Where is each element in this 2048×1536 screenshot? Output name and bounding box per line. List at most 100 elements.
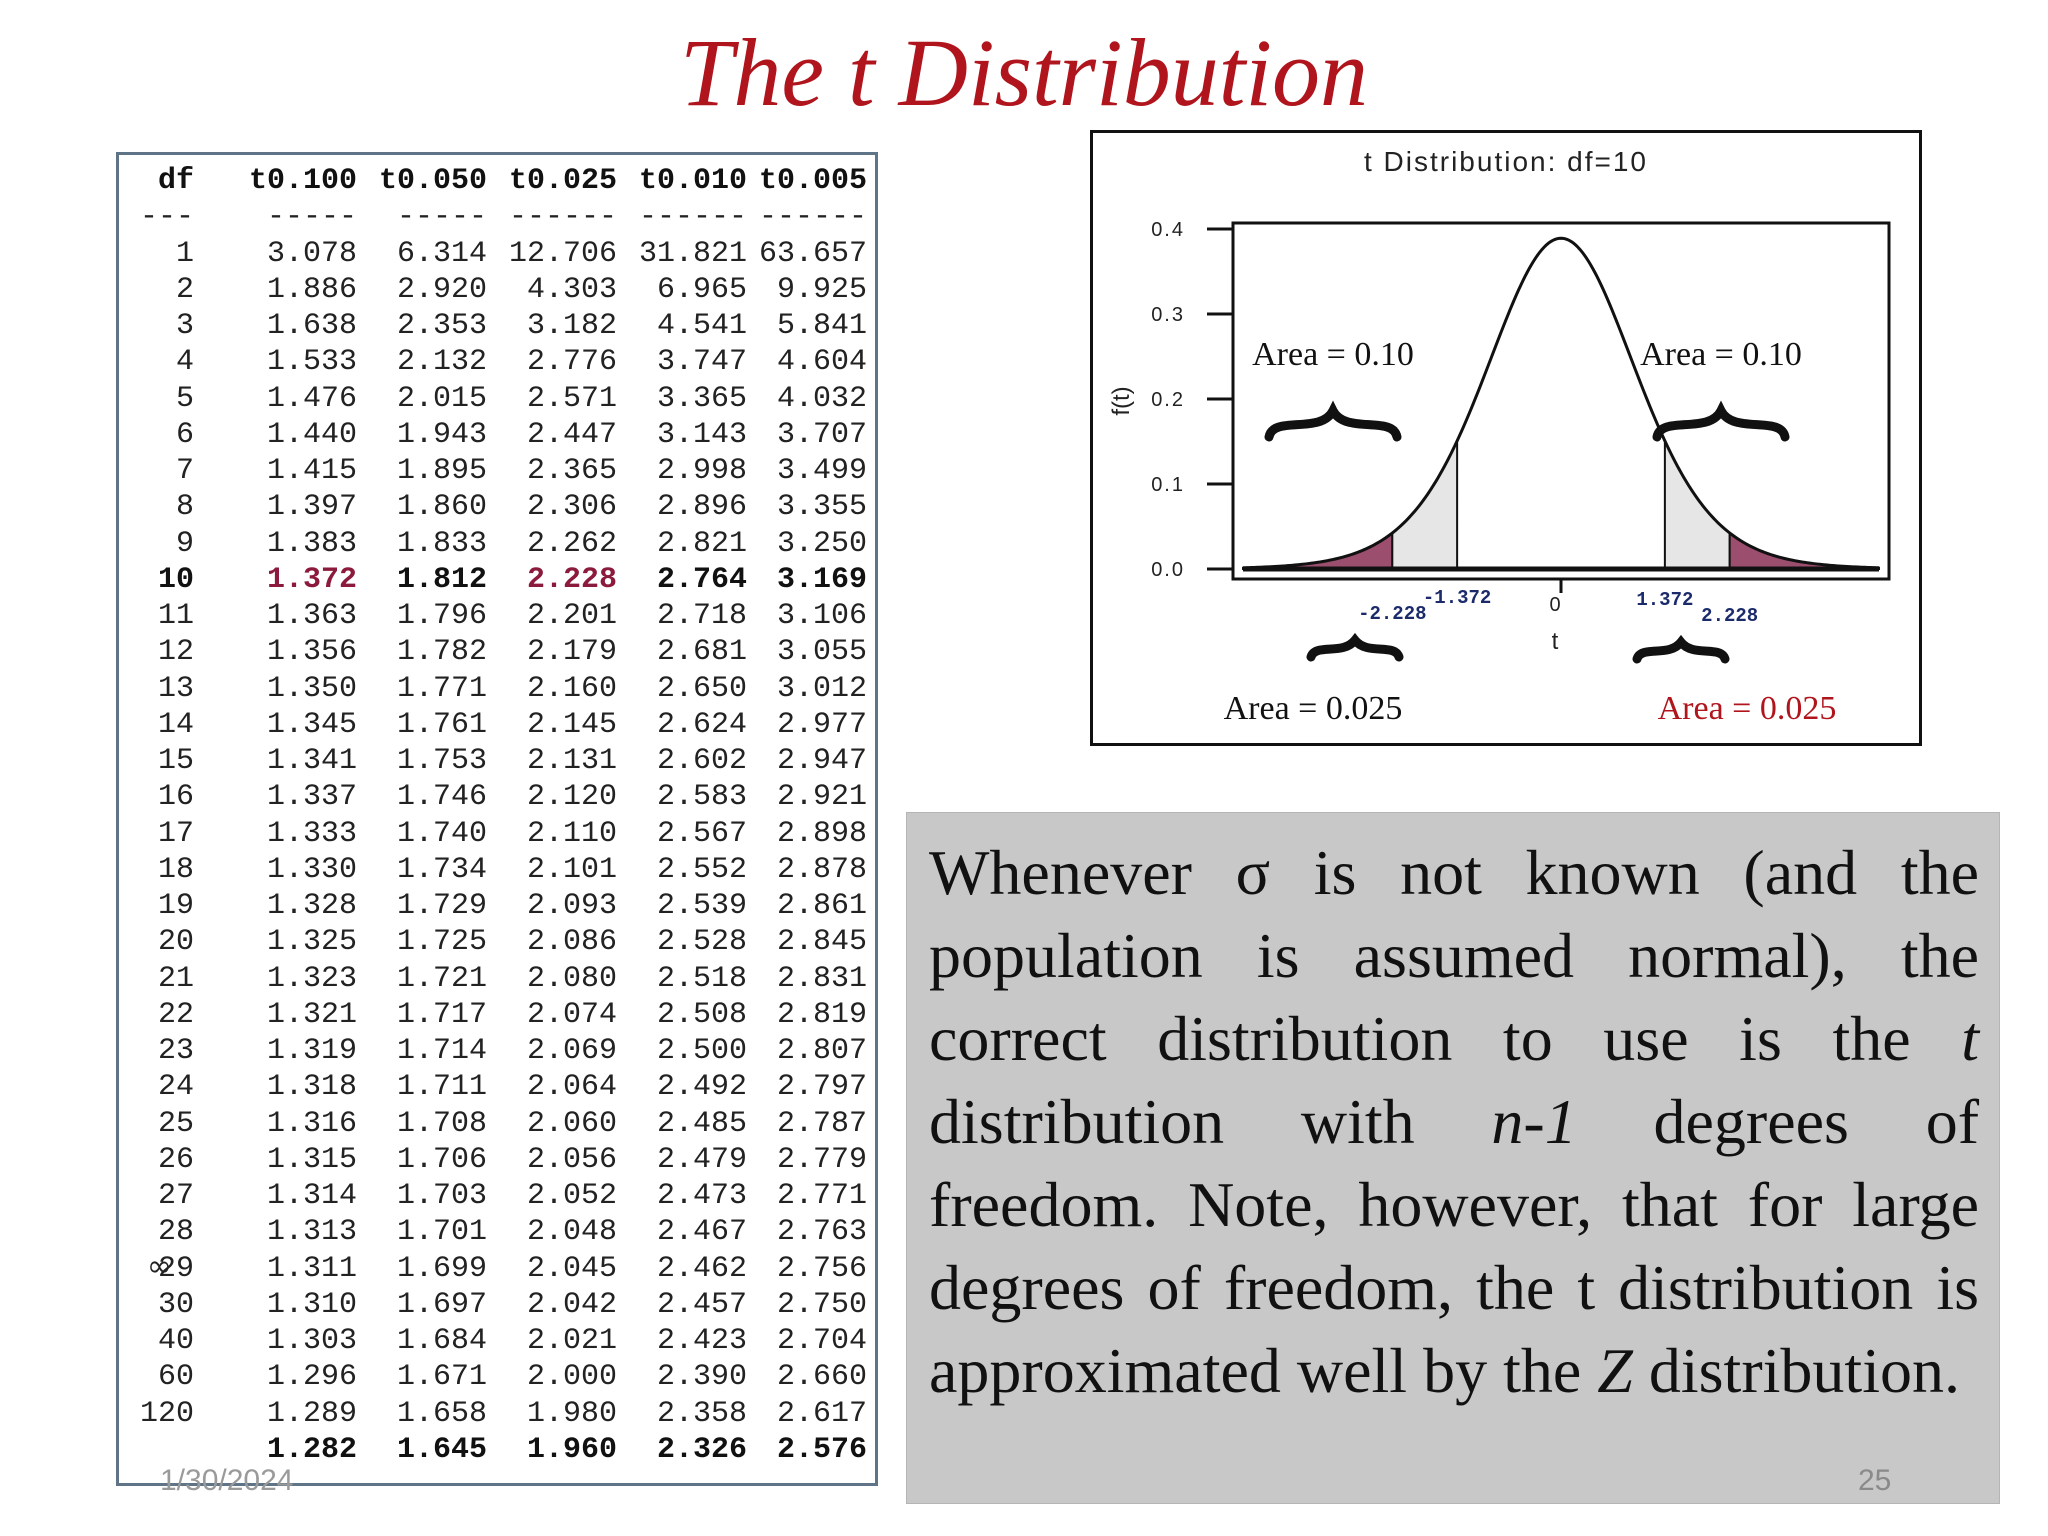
table-cell: 2.756 [776, 1251, 867, 1286]
table-cell: 2.779 [776, 1142, 867, 1177]
table-cell: 1.761 [396, 707, 487, 742]
table-cell: 1.321 [266, 997, 357, 1032]
table-row: 22 1.321 1.717 2.074 2.508 2.819 [119, 997, 875, 1033]
table-header-row: df t0.100 t0.050 t0.025 t0.010 t0.005 [119, 163, 875, 199]
table-cell: 8 [175, 490, 194, 525]
table-row: 2 1.886 2.920 4.303 6.965 9.925 [119, 272, 875, 308]
table-cell: 2.821 [656, 526, 747, 561]
table-cell: 2.462 [656, 1251, 747, 1286]
table-cell: 1.383 [266, 526, 357, 561]
table-cell: 1.753 [396, 744, 487, 778]
table-cell: 25 [157, 1106, 194, 1141]
table-cell: 9 [175, 526, 194, 561]
table-cell: 63.657 [758, 236, 867, 271]
table-cell: 2.132 [396, 345, 487, 380]
table-cell: 1.703 [396, 1179, 487, 1213]
table-cell: 2.896 [656, 490, 747, 525]
table-row: 120 1.289 1.658 1.980 2.358 2.617 [119, 1396, 875, 1432]
table-cell: 3.143 [656, 417, 747, 452]
table-cell: 2 [175, 272, 194, 307]
table-cell: 2.306 [526, 490, 617, 525]
table-cell: 9.925 [776, 272, 867, 307]
table-cell: 16 [157, 780, 194, 815]
table-cell: 2.763 [776, 1215, 867, 1250]
table-row: 11 1.363 1.796 2.201 2.718 3.106 [119, 598, 875, 634]
table-cell: 3.707 [776, 417, 867, 452]
table-cell: 2.518 [656, 961, 747, 996]
table-cell: 2.069 [526, 1034, 617, 1068]
density-curve [1242, 236, 1880, 570]
table-cell: 1.350 [266, 671, 357, 706]
y-tick-label: 0.3 [1151, 304, 1185, 326]
table-row: 5 1.476 2.015 2.571 3.365 4.032 [119, 381, 875, 417]
table-cell: 1.440 [266, 417, 357, 452]
table-cell: 22 [157, 997, 194, 1032]
table-cell: 1.533 [266, 345, 357, 380]
table-cell: 3.055 [776, 635, 867, 670]
table-cell: 31.821 [638, 236, 747, 271]
area-annotation: Area = 0.025 [1224, 690, 1403, 727]
table-row: 13 1.350 1.771 2.160 2.650 3.012 [119, 671, 875, 707]
table-cell: 1.310 [266, 1287, 357, 1322]
infinity-symbol: ∞ [147, 1249, 172, 1284]
brace-icon [1306, 632, 1404, 662]
table-cell: 3.250 [776, 526, 867, 561]
table-row: 60 1.296 1.671 2.000 2.390 2.660 [119, 1359, 875, 1395]
t-table: df t0.100 t0.050 t0.025 t0.010 t0.005 --- -----… [116, 152, 878, 1486]
table-cell: 2.764 [656, 562, 747, 597]
table-cell: 1.476 [266, 381, 357, 416]
table-cell: 18 [157, 852, 194, 887]
table-cell: 3.169 [776, 562, 867, 597]
table-cell: 1.697 [396, 1287, 487, 1322]
footer-date: 1/30/2024 [160, 1464, 294, 1497]
table-row: 6 1.440 1.943 2.447 3.143 3.707 [119, 417, 875, 453]
table-cell: 15 [157, 744, 194, 778]
table-cell: 2.485 [656, 1106, 747, 1141]
table-cell: 1.325 [266, 925, 357, 960]
plot-frame [1231, 221, 1891, 581]
table-cell: 2.845 [776, 925, 867, 960]
table-row: 19 1.328 1.729 2.093 2.539 2.861 [119, 888, 875, 924]
table-cell: 1 [175, 236, 194, 271]
table-cell: 1.289 [266, 1396, 357, 1431]
slide-title: The t Distribution [679, 19, 1369, 126]
table-cell: 1.282 [266, 1432, 357, 1467]
table-cell: 2.052 [526, 1179, 617, 1213]
x-axis-label: t [1552, 628, 1559, 655]
table-cell: 20 [157, 925, 194, 960]
table-row: 25 1.316 1.708 2.060 2.485 2.787 [119, 1106, 875, 1142]
table-cell: 1.337 [266, 780, 357, 815]
table-cell: 2.947 [776, 744, 867, 778]
table-cell: 1.684 [396, 1324, 487, 1358]
table-cell: 1.714 [396, 1034, 487, 1068]
table-cell: 1.311 [266, 1251, 357, 1286]
table-row: 24 1.318 1.711 2.064 2.492 2.797 [119, 1069, 875, 1105]
table-row: 26 1.315 1.706 2.056 2.479 2.779 [119, 1142, 875, 1178]
table-row: 40 1.303 1.684 2.021 2.423 2.704 [119, 1323, 875, 1359]
table-cell: 2.145 [526, 707, 617, 742]
table-cell: 4.032 [776, 381, 867, 416]
table-cell: 1.638 [266, 309, 357, 343]
table-cell: 13 [157, 671, 194, 706]
table-cell: 1.796 [396, 599, 487, 633]
description-t-italic: t [1961, 1003, 1979, 1074]
table-cell: ------ [638, 200, 747, 235]
table-cell: 1.313 [266, 1215, 357, 1250]
table-cell: 1.319 [266, 1034, 357, 1068]
table-cell: 10 [157, 562, 194, 597]
table-cell: 2.681 [656, 635, 747, 670]
table-cell: 1.296 [266, 1360, 357, 1395]
chart-svg: t Distribution: df=10 0.0 0.1 0.2 0.3 0.4 f(t)… [1108, 146, 1891, 727]
table-row: 9 1.383 1.833 2.262 2.821 3.250 [119, 526, 875, 562]
table-cell: t0.100 [248, 164, 357, 198]
table-cell: 2.583 [656, 780, 747, 815]
table-cell: 2.771 [776, 1179, 867, 1213]
table-cell: 2.898 [776, 816, 867, 851]
table-cell: 2.015 [396, 381, 487, 416]
table-cell: 1.833 [396, 526, 487, 561]
description-part-1: Whenever σ is not known (and the populat… [929, 837, 1979, 1074]
brace-icon [1652, 400, 1790, 442]
table-cell: 1.729 [396, 889, 487, 923]
table-cell: 1.746 [396, 780, 487, 815]
table-cell: 2.060 [526, 1106, 617, 1141]
